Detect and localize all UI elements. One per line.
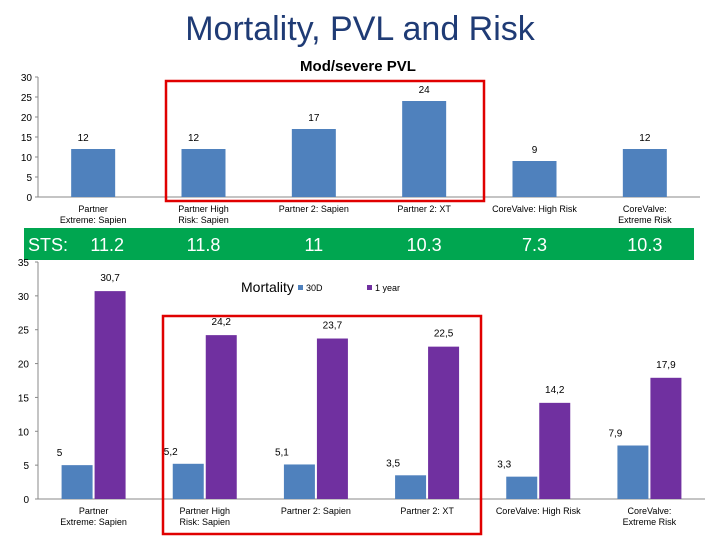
mortality-chart: 0 5 10 15 20 25 30 35 5 30,7 Partner Extreme: Sapie… <box>18 258 705 536</box>
legend-30d-swatch <box>298 285 303 290</box>
mortality-1year-label: 23,7 <box>323 321 343 332</box>
legend-1year-swatch <box>367 285 372 290</box>
sts-band-background <box>24 228 694 260</box>
mortality-30d-label: 7,9 <box>608 429 622 440</box>
mortality-1year-label: 30,7 <box>100 273 120 284</box>
mortality-y-tick-label: 15 <box>18 393 30 404</box>
pvl-highlight-box <box>164 79 486 203</box>
legend-30d-label: 30D <box>306 283 323 293</box>
pvl-x-tick-label: Partner Extreme: Sapien <box>60 204 127 225</box>
sts-label: STS: <box>28 235 68 255</box>
mortality-x-tick-label: CoreValve: High Risk <box>496 506 581 516</box>
pvl-bar <box>622 149 667 197</box>
pvl-bar <box>71 149 116 197</box>
page-title: Mortality, PVL and Risk <box>185 10 535 48</box>
pvl-bar <box>291 129 336 197</box>
mortality-y-tick-label: 10 <box>18 427 30 438</box>
mortality-1year-label: 14,2 <box>545 385 565 396</box>
sts-value: 11.2 <box>90 235 124 255</box>
mortality-y-tick-label: 5 <box>23 461 29 472</box>
mortality-1year-bar <box>539 402 571 499</box>
pvl-y-tick-label: 30 <box>21 73 33 84</box>
mortality-30d-bar <box>172 463 204 499</box>
pvl-x-tick-label: Partner 2: Sapien <box>279 204 349 214</box>
sts-value: 10.3 <box>407 235 442 255</box>
mortality-30d-bar <box>61 465 93 499</box>
mortality-y-tick-label: 0 <box>23 495 29 506</box>
pvl-y-tick-label: 25 <box>21 93 33 104</box>
mortality-30d-bar <box>283 464 315 499</box>
sts-value: 11 <box>304 235 323 255</box>
mortality-highlight-box <box>161 314 483 536</box>
pvl-value-label: 12 <box>78 133 90 144</box>
sts-value: 10.3 <box>627 235 662 255</box>
mortality-chart-title: Mortality <box>241 279 294 295</box>
mortality-1year-label: 17,9 <box>656 360 676 371</box>
mortality-30d-label: 3,5 <box>386 458 400 469</box>
pvl-value-label: 17 <box>308 113 320 124</box>
mortality-x-tick-label: Partner Extreme: Sapien <box>60 506 127 527</box>
mortality-1year-label: 22,5 <box>434 329 454 340</box>
pvl-x-tick-label: CoreValve: Extreme Risk <box>618 204 672 225</box>
mortality-x-tick-label: CoreValve: Extreme Risk <box>623 506 677 527</box>
pvl-value-label: 9 <box>532 145 538 156</box>
pvl-bar <box>512 161 557 197</box>
pvl-value-label: 12 <box>188 133 200 144</box>
mortality-1year-bar <box>428 346 460 499</box>
mortality-x-tick-label: Partner High Risk: Sapien <box>179 506 230 527</box>
mortality-30d-label: 5,1 <box>275 447 289 458</box>
mortality-1year-bar <box>205 335 237 499</box>
mortality-30d-label: 3,3 <box>497 460 511 471</box>
pvl-y-tick-label: 5 <box>26 173 32 184</box>
legend-1year-label: 1 year <box>375 283 400 293</box>
pvl-value-label: 12 <box>639 133 651 144</box>
mortality-30d-label: 5,2 <box>164 447 178 458</box>
pvl-x-tick-label: CoreValve: High Risk <box>492 204 577 214</box>
pvl-chart-title: Mod/severe PVL <box>300 58 416 75</box>
mortality-x-tick-label: Partner 2: Sapien <box>281 506 351 516</box>
mortality-y-tick-label: 20 <box>18 360 30 371</box>
mortality-30d-bar <box>506 476 538 499</box>
mortality-y-tick-label: 25 <box>18 326 30 337</box>
mortality-1year-bar <box>316 338 348 499</box>
pvl-bar <box>181 149 226 197</box>
pvl-bar <box>402 101 447 197</box>
mortality-y-tick-label: 35 <box>18 258 30 269</box>
mortality-30d-bar <box>617 445 649 499</box>
mortality-1year-bar <box>650 377 682 499</box>
pvl-chart: Mod/severe PVL 0 5 10 15 20 25 30 12 Partner Extre… <box>21 58 700 225</box>
mortality-30d-label: 5 <box>57 448 63 459</box>
sts-value: 7.3 <box>522 235 547 255</box>
mortality-1year-label: 24,2 <box>212 317 232 328</box>
pvl-y-tick-label: 20 <box>21 113 33 124</box>
pvl-y-tick-label: 0 <box>26 193 32 204</box>
mortality-y-tick-label: 30 <box>18 292 30 303</box>
pvl-y-tick-label: 15 <box>21 133 33 144</box>
pvl-value-label: 24 <box>419 85 431 96</box>
mortality-1year-bar <box>94 291 126 499</box>
sts-value: 11.8 <box>187 235 221 255</box>
pvl-x-tick-label: Partner High Risk: Sapien <box>178 204 229 225</box>
mortality-30d-bar <box>395 475 427 499</box>
sts-band: STS: 11.2 11.8 11 10.3 7.3 10.3 <box>24 228 694 260</box>
pvl-y-tick-label: 10 <box>21 153 33 164</box>
pvl-x-tick-label: Partner 2: XT <box>397 204 451 214</box>
mortality-x-tick-label: Partner 2: XT <box>400 506 454 516</box>
